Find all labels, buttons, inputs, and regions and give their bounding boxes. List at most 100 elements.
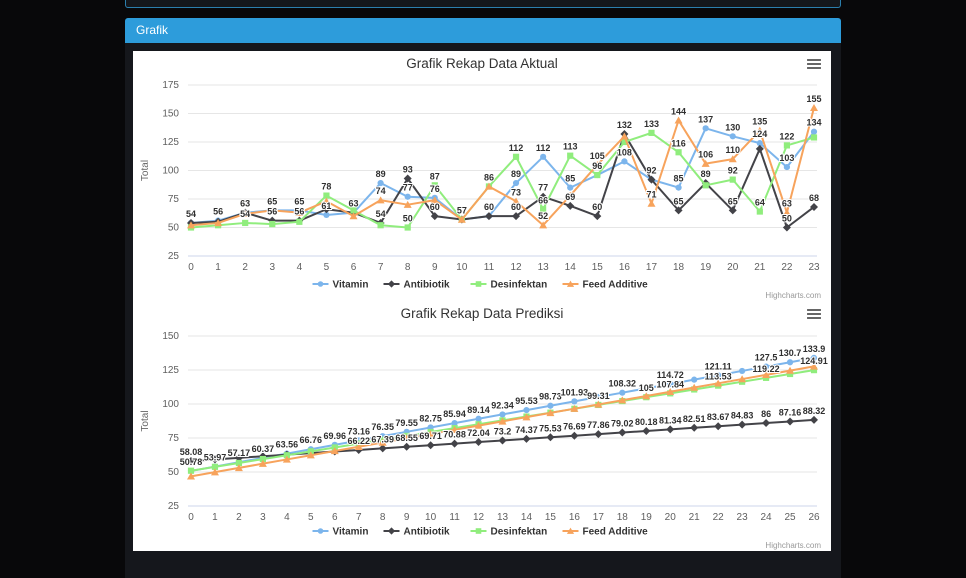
svg-text:19: 19 xyxy=(700,262,712,273)
svg-text:23: 23 xyxy=(737,512,749,523)
svg-text:53.97: 53.97 xyxy=(204,453,227,463)
svg-text:112: 112 xyxy=(509,143,524,153)
y-axis-labels: 25 50 75 100 125 150 xyxy=(162,331,179,512)
svg-text:23: 23 xyxy=(808,262,820,273)
svg-text:112: 112 xyxy=(536,143,551,153)
legend-item-desinfektan[interactable]: Desinfektan xyxy=(470,527,548,538)
y-axis-title: Total xyxy=(140,410,151,431)
svg-text:133: 133 xyxy=(644,119,659,129)
svg-text:16: 16 xyxy=(619,262,631,273)
svg-text:6: 6 xyxy=(332,512,338,523)
grafik-panel: Grafik 25 50 75 100 125 150 175 0 1 2 3 4 5 6 7 8 9 10 11 1… xyxy=(125,18,841,578)
svg-text:4: 4 xyxy=(284,512,290,523)
legend-item-antibiotik[interactable]: Antibiotik xyxy=(383,527,451,538)
svg-text:68: 68 xyxy=(809,193,819,203)
svg-text:81.34: 81.34 xyxy=(659,415,682,425)
svg-text:21: 21 xyxy=(689,512,701,523)
svg-text:121.11: 121.11 xyxy=(705,361,732,371)
chart-rekap-data-prediksi[interactable]: 25 50 75 100 125 150 0 1 2 3 4 5 6 7 8 9 10 11 12 13 14 15 16 1… xyxy=(133,301,831,551)
svg-text:150: 150 xyxy=(162,331,179,342)
svg-text:6: 6 xyxy=(351,262,357,273)
svg-text:175: 175 xyxy=(162,80,179,91)
svg-text:71: 71 xyxy=(646,190,656,200)
y-axis-title: Total xyxy=(140,160,151,181)
svg-text:21: 21 xyxy=(754,262,766,273)
panel-header: Grafik xyxy=(125,18,841,43)
legend-item-desinfektan[interactable]: Desinfektan xyxy=(470,280,548,291)
y-axis-labels: 25 50 75 100 125 150 175 xyxy=(162,80,179,262)
credits-link[interactable]: Highcharts.com xyxy=(765,541,821,550)
svg-text:Antibiotik: Antibiotik xyxy=(404,527,451,538)
svg-text:8: 8 xyxy=(405,262,411,273)
svg-text:119.22: 119.22 xyxy=(753,364,780,374)
burger-menu-icon[interactable] xyxy=(807,309,821,319)
svg-text:65: 65 xyxy=(728,196,738,206)
svg-text:25: 25 xyxy=(168,251,180,262)
svg-text:82.51: 82.51 xyxy=(683,414,706,424)
svg-text:16: 16 xyxy=(569,512,581,523)
page: { "panel": { "title": "Grafik" }, "color… xyxy=(125,0,841,578)
svg-text:73: 73 xyxy=(511,187,521,197)
svg-text:10: 10 xyxy=(425,512,437,523)
svg-text:Feed Additive: Feed Additive xyxy=(583,527,649,538)
svg-text:103: 103 xyxy=(779,153,794,163)
svg-text:73.2: 73.2 xyxy=(494,426,512,436)
svg-text:69.71: 69.71 xyxy=(419,431,442,441)
credits-link[interactable]: Highcharts.com xyxy=(765,291,821,300)
svg-text:75.53: 75.53 xyxy=(539,423,562,433)
svg-text:124: 124 xyxy=(752,129,767,139)
svg-text:70.88: 70.88 xyxy=(443,430,466,440)
svg-text:85: 85 xyxy=(674,174,684,184)
svg-text:77.86: 77.86 xyxy=(587,420,610,430)
svg-text:130: 130 xyxy=(725,122,740,132)
svg-text:8: 8 xyxy=(380,512,386,523)
burger-menu-icon[interactable] xyxy=(807,59,821,69)
svg-text:76.69: 76.69 xyxy=(563,422,586,432)
legend-item-vitamin[interactable]: Vitamin xyxy=(312,527,369,538)
svg-text:127.5: 127.5 xyxy=(755,353,778,363)
svg-text:96: 96 xyxy=(592,161,602,171)
svg-text:22: 22 xyxy=(781,262,793,273)
svg-text:3: 3 xyxy=(260,512,266,523)
svg-text:56: 56 xyxy=(267,207,277,217)
svg-text:155: 155 xyxy=(806,94,821,104)
chart-rekap-data-aktual[interactable]: 25 50 75 100 125 150 175 0 1 2 3 4 5 6 7 8 9 10 11 12 13 14 15… xyxy=(133,51,831,301)
svg-text:5: 5 xyxy=(324,262,330,273)
svg-text:Antibiotik: Antibiotik xyxy=(404,280,451,291)
svg-text:106: 106 xyxy=(698,150,713,160)
svg-text:25: 25 xyxy=(784,512,796,523)
x-axis-labels: 0 1 2 3 4 5 6 7 8 9 10 11 12 13 14 15 16 17 18 19 20 21 22 23 24… xyxy=(188,512,820,523)
svg-text:83.67: 83.67 xyxy=(707,412,730,422)
svg-text:63: 63 xyxy=(782,199,792,209)
legend-item-antibiotik[interactable]: Antibiotik xyxy=(383,280,451,291)
svg-text:56: 56 xyxy=(213,207,223,217)
legend-item-feed-additive[interactable]: Feed Additive xyxy=(562,280,649,291)
svg-text:Vitamin: Vitamin xyxy=(333,527,369,538)
svg-text:72.04: 72.04 xyxy=(467,428,490,438)
svg-text:63.56: 63.56 xyxy=(276,440,299,450)
svg-text:88.32: 88.32 xyxy=(803,406,826,416)
svg-text:76.35: 76.35 xyxy=(371,422,394,432)
series-feed-additive[interactable] xyxy=(187,362,818,480)
legend-item-feed-additive[interactable]: Feed Additive xyxy=(562,527,649,538)
svg-text:133.9: 133.9 xyxy=(803,344,826,354)
svg-text:52: 52 xyxy=(538,211,548,221)
series-feed-additive[interactable] xyxy=(187,104,818,229)
svg-text:15: 15 xyxy=(592,262,604,273)
svg-text:18: 18 xyxy=(673,262,685,273)
svg-text:89: 89 xyxy=(701,169,711,179)
svg-text:7: 7 xyxy=(356,512,362,523)
svg-text:125: 125 xyxy=(162,137,179,148)
svg-text:85: 85 xyxy=(565,174,575,184)
svg-text:78: 78 xyxy=(321,182,331,192)
legend-item-vitamin[interactable]: Vitamin xyxy=(312,280,369,291)
svg-text:137: 137 xyxy=(698,114,713,124)
svg-text:108: 108 xyxy=(617,147,632,157)
svg-text:124.91: 124.91 xyxy=(800,356,828,366)
svg-text:17: 17 xyxy=(646,262,658,273)
svg-text:Desinfektan: Desinfektan xyxy=(491,280,548,291)
svg-text:65: 65 xyxy=(674,196,684,206)
svg-text:100: 100 xyxy=(162,399,179,410)
